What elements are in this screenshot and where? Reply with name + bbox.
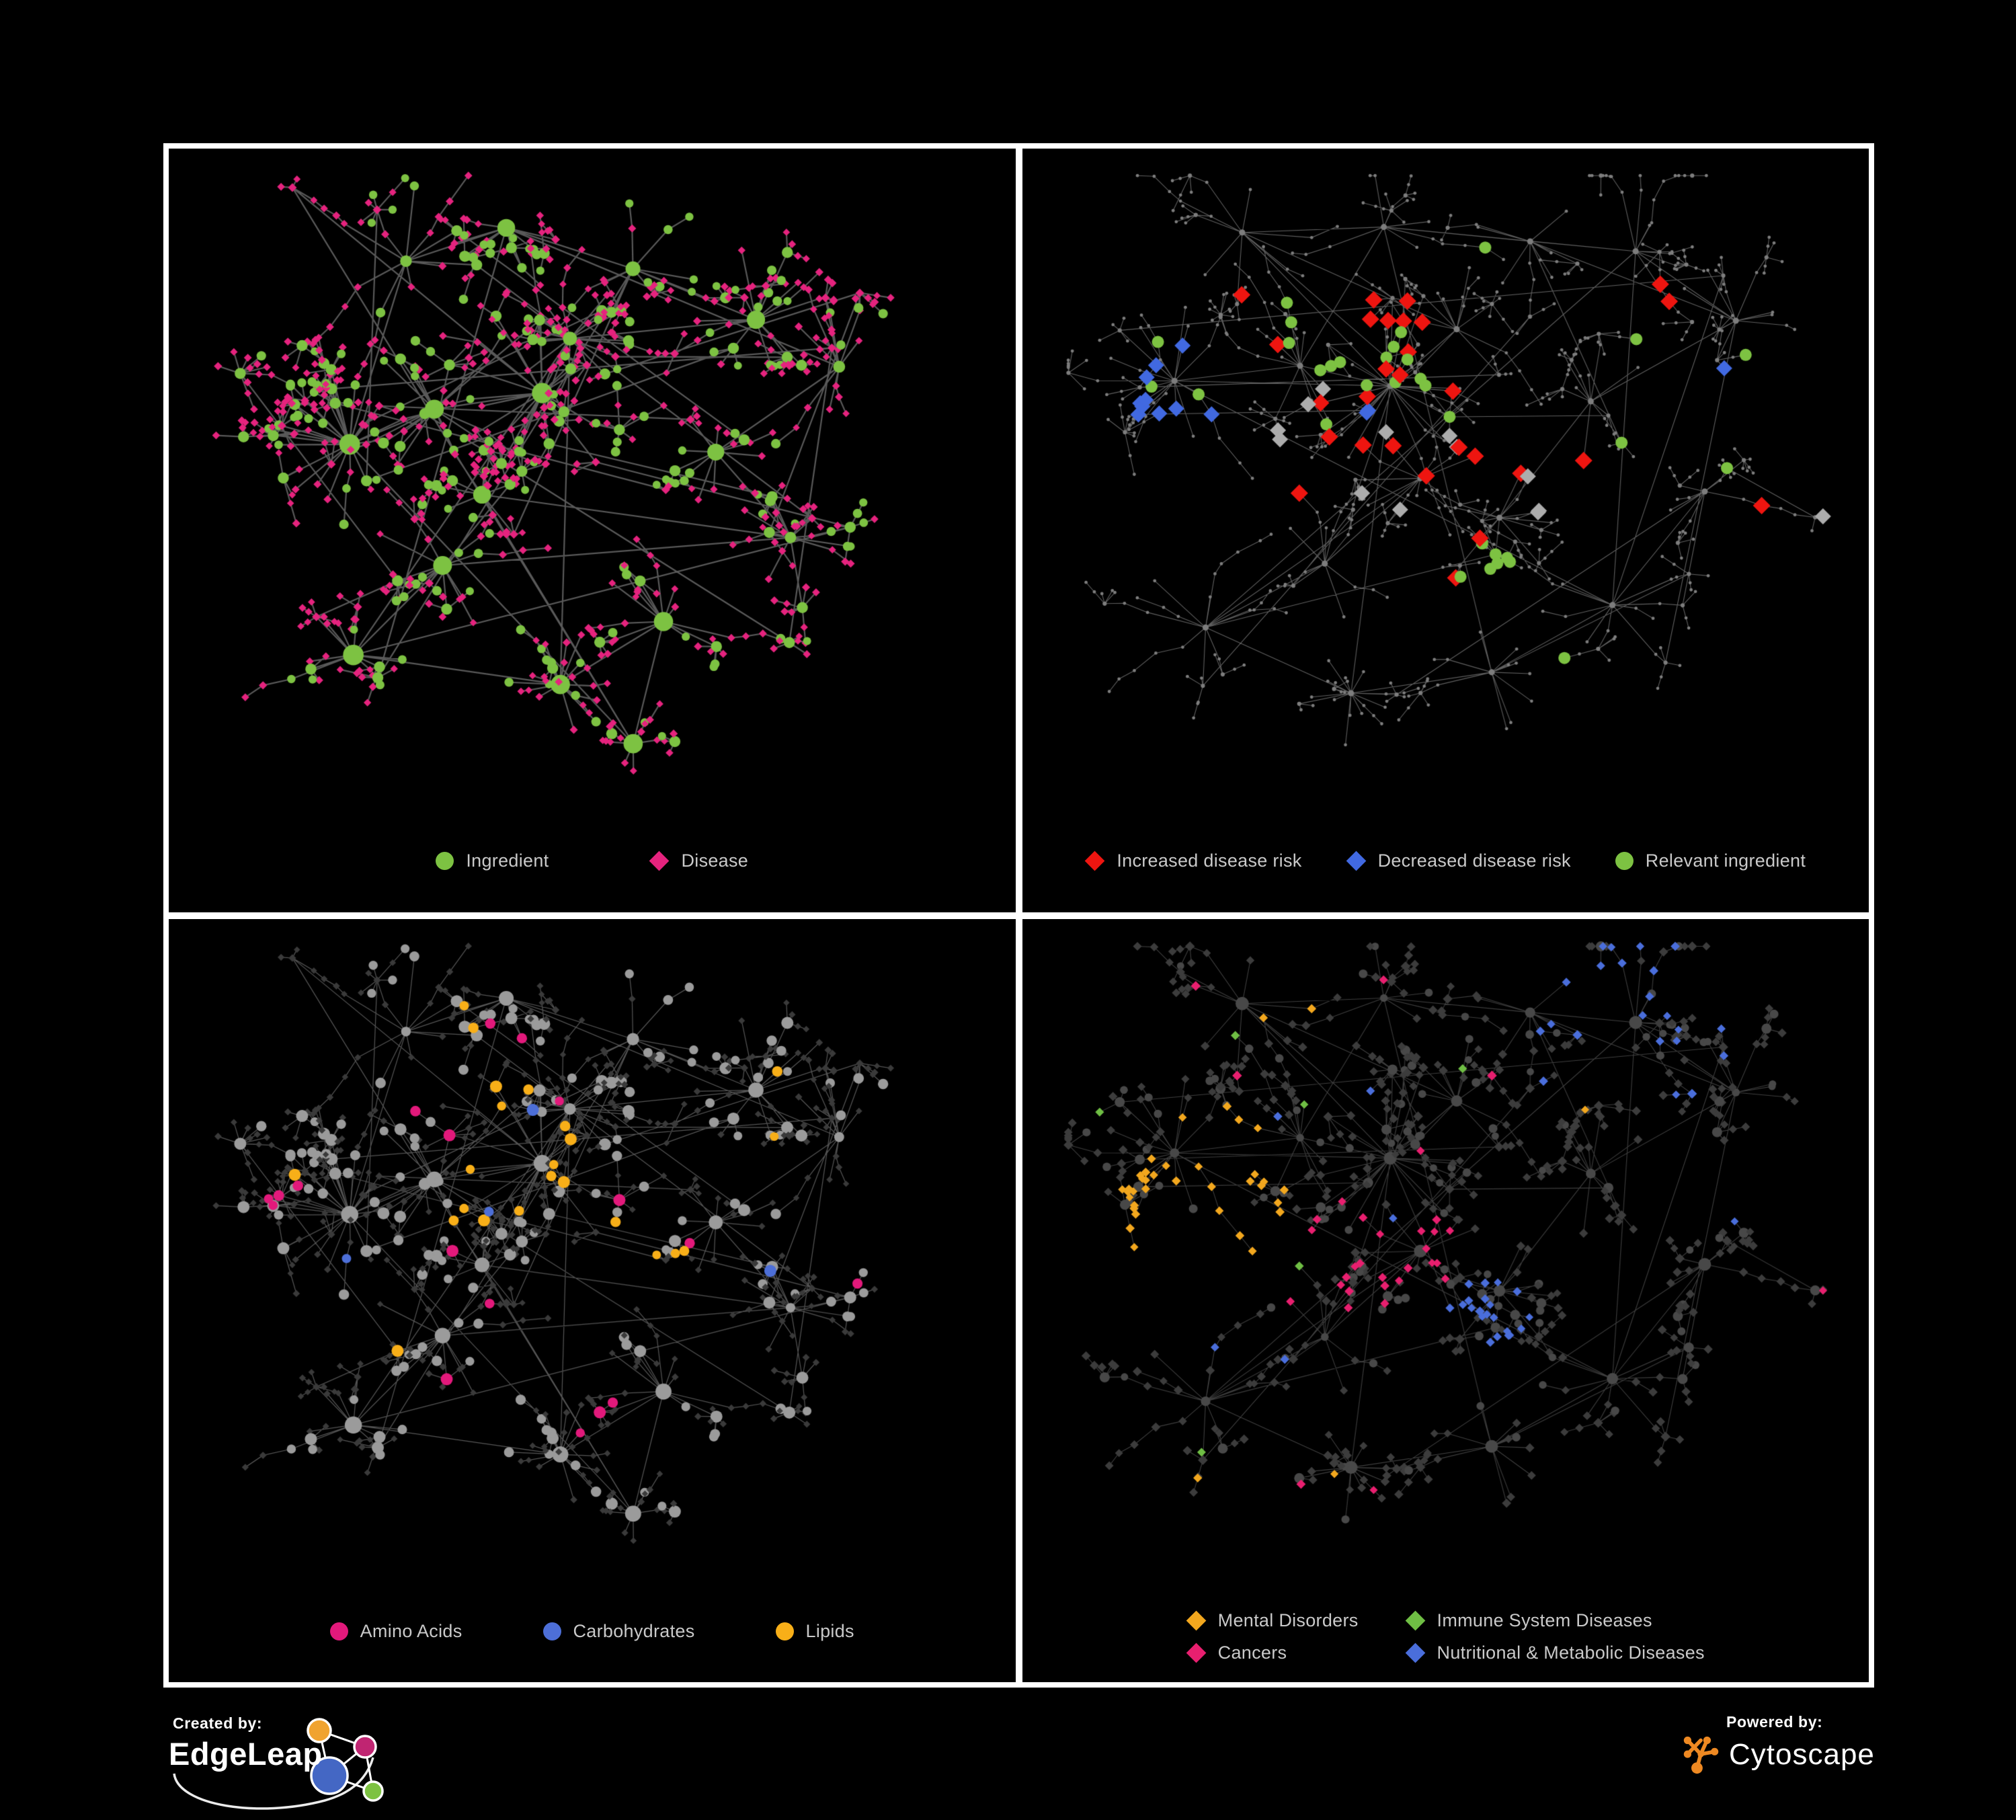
- legend-item: Immune System Diseases: [1405, 1610, 1705, 1631]
- diamond-marker-icon: [649, 850, 670, 871]
- circle-marker-icon: [542, 1622, 561, 1640]
- cytoscape-logo-icon: [1683, 1736, 1719, 1774]
- legend-item: Nutritional & Metabolic Diseases: [1405, 1642, 1705, 1663]
- network-canvas-disease-classes: [1022, 918, 1869, 1610]
- diamond-marker-icon: [1186, 1643, 1207, 1663]
- edgeleap-branding: Created by: EdgeLeap: [163, 1712, 419, 1819]
- powered-by-label: Powered by:: [1726, 1713, 1823, 1731]
- legend-label: Decreased disease risk: [1377, 850, 1571, 871]
- legend-item: Decreased disease risk: [1346, 850, 1571, 871]
- legend-item: Disease: [649, 850, 748, 871]
- circle-marker-icon: [775, 1622, 794, 1640]
- legend-disease-classes: Mental Disorders Immune System Diseases Ca…: [1022, 1610, 1869, 1682]
- figure-grid: Ingredient Disease Increased disease risk…: [163, 143, 1874, 1688]
- legend-item: Carbohydrates: [542, 1620, 695, 1642]
- cytoscape-branding: Powered by: Cytoscape: [1682, 1713, 1875, 1776]
- panel-ingredient-disease: Ingredient Disease: [169, 149, 1016, 912]
- edgeleap-wordmark: EdgeLeap: [169, 1736, 323, 1772]
- legend-label: Amino Acids: [360, 1620, 462, 1641]
- network-canvas-disease-risk: [1022, 149, 1869, 834]
- legend-item: Lipids: [775, 1620, 854, 1642]
- edgeleap-logo-icon: [173, 1718, 384, 1810]
- diamond-marker-icon: [1084, 850, 1105, 871]
- legend-label: Immune System Diseases: [1437, 1610, 1652, 1630]
- legend-label: Mental Disorders: [1217, 1610, 1359, 1630]
- circle-marker-icon: [1615, 852, 1634, 870]
- diamond-marker-icon: [1346, 850, 1366, 871]
- circle-marker-icon: [436, 852, 454, 870]
- legend-ingredient-disease: Ingredient Disease: [169, 834, 1016, 912]
- legend-label: Disease: [681, 850, 749, 871]
- panel-disease-classes: Mental Disorders Immune System Diseases Ca…: [1022, 918, 1869, 1682]
- diamond-marker-icon: [1405, 1643, 1425, 1663]
- legend-label: Cancers: [1217, 1642, 1287, 1663]
- legend-disease-risk: Increased disease risk Decreased disease …: [1022, 834, 1869, 912]
- legend-item: Mental Disorders: [1186, 1610, 1359, 1631]
- legend-label: Relevant ingredient: [1645, 850, 1806, 871]
- legend-nutrient-classes: Amino Acids Carbohydrates Lipids: [169, 1604, 1016, 1682]
- network-canvas-ingredient-disease: [169, 149, 1016, 834]
- cytoscape-wordmark: Cytoscape: [1729, 1738, 1875, 1771]
- legend-item: Cancers: [1186, 1643, 1359, 1663]
- legend-item: Amino Acids: [329, 1620, 462, 1642]
- panel-nutrient-classes: Amino Acids Carbohydrates Lipids: [169, 918, 1016, 1682]
- legend-label: Increased disease risk: [1117, 850, 1302, 871]
- legend-item: Ingredient: [436, 850, 549, 871]
- diamond-marker-icon: [1186, 1610, 1207, 1630]
- legend-label: Nutritional & Metabolic Diseases: [1437, 1642, 1705, 1663]
- legend-label: Ingredient: [466, 850, 549, 871]
- legend-item: Increased disease risk: [1084, 850, 1302, 871]
- diamond-marker-icon: [1405, 1610, 1425, 1630]
- legend-label: Carbohydrates: [573, 1620, 695, 1641]
- network-canvas-nutrient-classes: [169, 918, 1016, 1604]
- created-by-label: Created by:: [173, 1714, 263, 1732]
- legend-label: Lipids: [805, 1620, 854, 1641]
- legend-item: Relevant ingredient: [1615, 850, 1806, 871]
- circle-marker-icon: [329, 1622, 348, 1640]
- panel-disease-risk: Increased disease risk Decreased disease …: [1022, 149, 1869, 912]
